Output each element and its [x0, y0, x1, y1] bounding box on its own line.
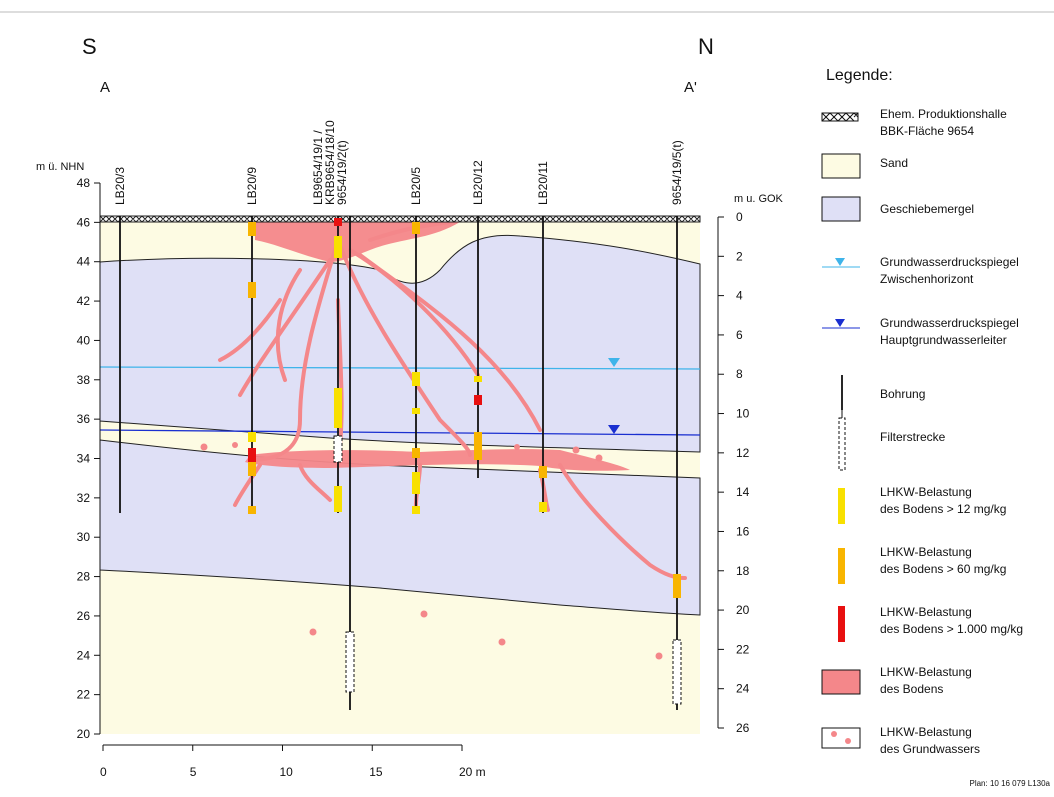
legend-label: Grundwasserdruckspiegel [880, 316, 1019, 330]
legend-label: Geschiebemergel [880, 202, 974, 216]
tick-label: 4 [736, 289, 743, 303]
borehole-label: KRB9654/18/10 [323, 120, 337, 205]
footer: Plan: 10 16 079 L130a [969, 779, 1050, 788]
legend-icons [821, 112, 861, 749]
tick-label: 0 [736, 210, 743, 224]
tick-label: 10 [736, 407, 750, 421]
axis-title: m ü. NHN [36, 161, 84, 173]
tick-label: 2 [736, 249, 743, 263]
legend-label: Bohrung [880, 387, 925, 401]
tick-label: 18 [736, 564, 750, 578]
legend-label: des Bodens > 12 mg/kg [880, 502, 1006, 516]
tick-label: 36 [77, 412, 91, 426]
tick-label: 38 [77, 373, 91, 387]
tick-label: 20 [77, 727, 91, 741]
borehole-label: LB9654/19/1 / [311, 130, 325, 205]
boreholes [119, 216, 678, 710]
legend-label: LHKW-Belastung [880, 665, 972, 679]
tick-label: 10 [280, 765, 294, 779]
legend-label: Hauptgrundwasserleiter [880, 333, 1007, 347]
tick-label: 20 [736, 603, 750, 617]
borehole-label: LB20/3 [113, 167, 127, 205]
legend-label: Sand [880, 156, 908, 170]
borehole-label: 9654/19/5(t) [670, 140, 684, 205]
groundwater-main [99, 429, 701, 436]
legend-label: BBK-Fläche 9654 [880, 124, 974, 138]
legend-label: LHKW-Belastung [880, 545, 972, 559]
hatch [99, 215, 701, 223]
tick-label: 26 [77, 609, 91, 623]
legend-label: des Bodens > 60 mg/kg [880, 562, 1006, 576]
tick-label: 28 [77, 570, 91, 584]
tick-label: 14 [736, 485, 750, 499]
legend-label: des Grundwassers [880, 742, 980, 756]
tick-label: 34 [77, 452, 91, 466]
tick-label: 22 [77, 688, 91, 702]
section-label: A' [684, 79, 697, 96]
tick-label: 44 [77, 255, 91, 269]
groundwater-contamination [200, 442, 663, 660]
soil-contamination [218, 220, 687, 580]
legend-label: des Bodens [880, 682, 943, 696]
tick-label: 0 [100, 765, 107, 779]
tick-label: 12 [736, 446, 750, 460]
water-marker [608, 425, 620, 434]
legend-label: Zwischenhorizont [880, 272, 974, 286]
soil-markers [248, 218, 681, 598]
tick-label: 26 [736, 721, 750, 735]
hall-hatch [99, 215, 701, 223]
legend-label: LHKW-Belastung [880, 725, 972, 739]
tick-label: 20 m [459, 765, 486, 779]
legend-label: des Bodens > 1.000 mg/kg [880, 622, 1023, 636]
borehole-label: LB20/11 [536, 161, 550, 205]
borehole-label: LB20/9 [245, 167, 259, 205]
tick-label: 40 [77, 333, 91, 347]
legend-label: Filterstrecke [880, 430, 946, 444]
legend-label: Grundwasserdruckspiegel [880, 255, 1019, 269]
tick-label: 24 [77, 648, 91, 662]
compass: S [82, 34, 97, 59]
tick-label: 24 [736, 682, 750, 696]
legend-label: LHKW-Belastung [880, 605, 972, 619]
tick-label: 32 [77, 491, 91, 505]
section-label: A [100, 79, 110, 96]
borehole-label: LB20/5 [409, 167, 423, 205]
tick-label: 15 [369, 765, 383, 779]
tick-label: 42 [77, 294, 91, 308]
tick-label: 6 [736, 328, 743, 342]
borehole-label: 9654/19/2(t) [335, 140, 349, 205]
tick-label: 8 [736, 367, 743, 381]
legend-title: Legende: [826, 67, 893, 84]
legend-label: LHKW-Belastung [880, 485, 972, 499]
tick-label: 48 [77, 176, 91, 190]
axis-title: m u. GOK [734, 193, 784, 205]
groundwater-intermediate [99, 366, 701, 370]
legend-label: Ehem. Produktionshalle [880, 107, 1007, 121]
tick-label: 5 [190, 765, 197, 779]
tick-label: 30 [77, 530, 91, 544]
compass: N [698, 34, 714, 59]
filter [333, 435, 682, 705]
tick-label: 16 [736, 524, 750, 538]
tick-label: 22 [736, 642, 750, 656]
tick-label: 46 [77, 215, 91, 229]
water-marker [608, 358, 620, 367]
borehole-label: LB20/12 [471, 160, 485, 205]
